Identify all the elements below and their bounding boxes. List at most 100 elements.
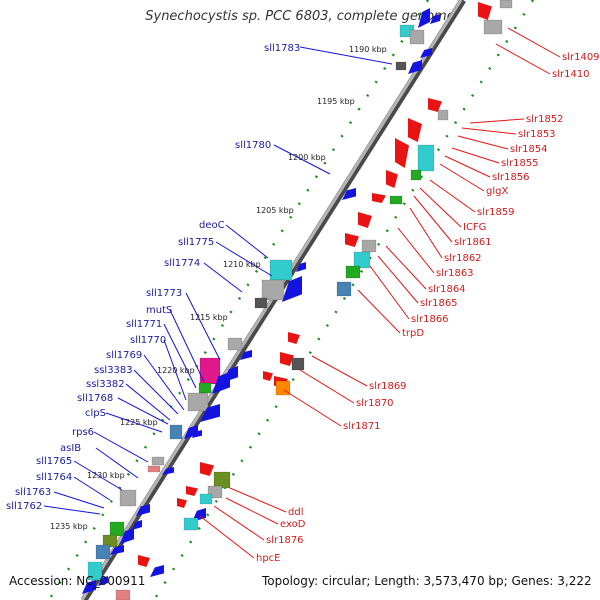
gene-label-left[interactable]: sll1774 [164,258,200,269]
gene-arrow-plus[interactable] [288,332,300,344]
gene-block[interactable] [437,109,449,121]
gene-arrow-minus[interactable] [192,430,202,438]
gene-arrow-minus[interactable] [136,504,150,516]
gene-block[interactable] [151,456,165,466]
gene-block[interactable] [483,19,503,35]
gene-block[interactable] [410,169,422,181]
gene-arrow-minus[interactable] [240,350,252,360]
gene-arrow-minus[interactable] [110,545,124,555]
gene-arrow-minus[interactable] [282,276,302,302]
gene-label-right[interactable]: slr1864 [428,284,466,295]
gene-label-left[interactable]: sll1764 [36,472,72,483]
gene-block[interactable] [227,337,243,351]
gene-block[interactable] [115,589,131,600]
gene-block[interactable] [95,544,111,560]
gene-arrow-minus[interactable] [162,467,174,475]
gene-block[interactable] [254,297,268,309]
gene-arrow-plus[interactable] [358,212,372,228]
gene-label-right[interactable]: slr1855 [501,158,539,169]
gene-block[interactable] [395,61,407,71]
gene-block[interactable] [198,382,212,394]
gene-arrow-plus[interactable] [478,2,492,20]
gene-arrow-plus[interactable] [200,462,214,476]
gene-label-left[interactable]: deoC [199,220,225,231]
gene-label-right[interactable]: slr1863 [436,268,474,279]
gene-arrow-plus[interactable] [186,486,198,496]
gene-label-right[interactable]: slr1859 [477,207,515,218]
gene-label-left[interactable]: sll1765 [36,456,72,467]
gene-label-left[interactable]: asIB [60,443,81,454]
gene-label-left[interactable]: clpS [85,408,106,419]
gene-arrow-minus[interactable] [296,262,306,272]
gene-arrow-minus[interactable] [200,404,220,422]
gene-block[interactable] [353,251,371,269]
gene-arrow-minus[interactable] [132,520,142,530]
gene-arrow-minus[interactable] [150,565,164,577]
gene-arrow-minus[interactable] [420,48,432,58]
gene-label-right[interactable]: glgX [486,186,508,197]
gene-block[interactable] [291,357,305,371]
gene-block[interactable] [187,392,209,412]
gene-arrow-minus[interactable] [408,60,422,74]
gene-label-right[interactable]: slr1853 [518,129,556,140]
gene-label-right[interactable]: hpcE [256,553,281,564]
gene-label-right[interactable]: slr1866 [411,314,449,325]
gene-label-right[interactable]: slr1852 [526,114,564,125]
gene-label-left[interactable]: ssl3382 [86,379,125,390]
gene-label-left[interactable]: sll1769 [106,350,142,361]
gene-label-right[interactable]: slr1856 [492,172,530,183]
gene-arrow-plus[interactable] [345,233,359,247]
gene-label-left[interactable]: sll1780 [235,140,271,151]
gene-label-right[interactable]: exoD [280,519,306,530]
gene-block[interactable] [269,259,293,281]
gene-label-right[interactable]: slr1869 [369,381,407,392]
gene-label-left[interactable]: sll1771 [126,319,162,330]
gene-label-right[interactable]: slr1862 [444,253,482,264]
gene-arrow-plus[interactable] [395,138,409,168]
gene-label-left[interactable]: sll1770 [130,335,166,346]
gene-arrow-minus[interactable] [212,372,230,394]
gene-block[interactable] [199,493,213,505]
gene-label-left[interactable]: mutS [146,305,172,316]
gene-label-right[interactable]: ICFG [463,222,486,233]
gene-arrow-plus[interactable] [263,371,273,381]
gene-label-right[interactable]: slr1409 [562,52,600,63]
gene-block[interactable] [183,517,199,531]
gene-arrow-plus[interactable] [386,170,398,188]
gene-block[interactable] [109,521,125,537]
gene-block[interactable] [119,489,137,507]
gene-label-right[interactable]: slr1861 [454,237,492,248]
gene-arrow-minus[interactable] [98,576,108,586]
gene-label-right[interactable]: slr1876 [266,535,304,546]
gene-arrow-plus[interactable] [138,555,150,567]
gene-arrow-minus[interactable] [224,366,238,382]
gene-label-right[interactable]: slr1854 [510,144,548,155]
gene-label-left[interactable]: sll1775 [178,237,214,248]
gene-arrow-plus[interactable] [408,118,422,142]
gene-label-right[interactable]: slr1865 [420,298,458,309]
gene-block[interactable] [336,281,352,297]
gene-label-left[interactable]: sll1773 [146,288,182,299]
gene-label-left[interactable]: sll1762 [6,501,42,512]
gene-arrow-minus[interactable] [430,14,440,24]
gene-block[interactable] [345,265,361,279]
gene-block[interactable] [87,561,103,581]
gene-arrow-plus[interactable] [428,98,442,112]
gene-label-right[interactable]: ddl [288,507,303,518]
gene-label-left[interactable]: sll1763 [15,487,51,498]
gene-label-right[interactable]: trpD [402,328,424,339]
gene-block[interactable] [417,144,435,172]
gene-block[interactable] [361,239,377,253]
gene-arrow-plus[interactable] [372,193,386,203]
gene-block[interactable] [261,279,285,301]
gene-block[interactable] [499,0,513,9]
gene-arrow-minus[interactable] [342,188,356,200]
gene-arrow-minus[interactable] [82,580,96,594]
gene-label-left[interactable]: ssl3383 [94,365,133,376]
gene-arrow-minus[interactable] [120,528,134,544]
gene-label-right[interactable]: slr1870 [356,398,394,409]
gene-block[interactable] [389,195,403,205]
gene-label-left[interactable]: sll1783 [264,43,300,54]
gene-arrow-plus[interactable] [177,498,187,508]
gene-label-right[interactable]: slr1871 [343,421,381,432]
